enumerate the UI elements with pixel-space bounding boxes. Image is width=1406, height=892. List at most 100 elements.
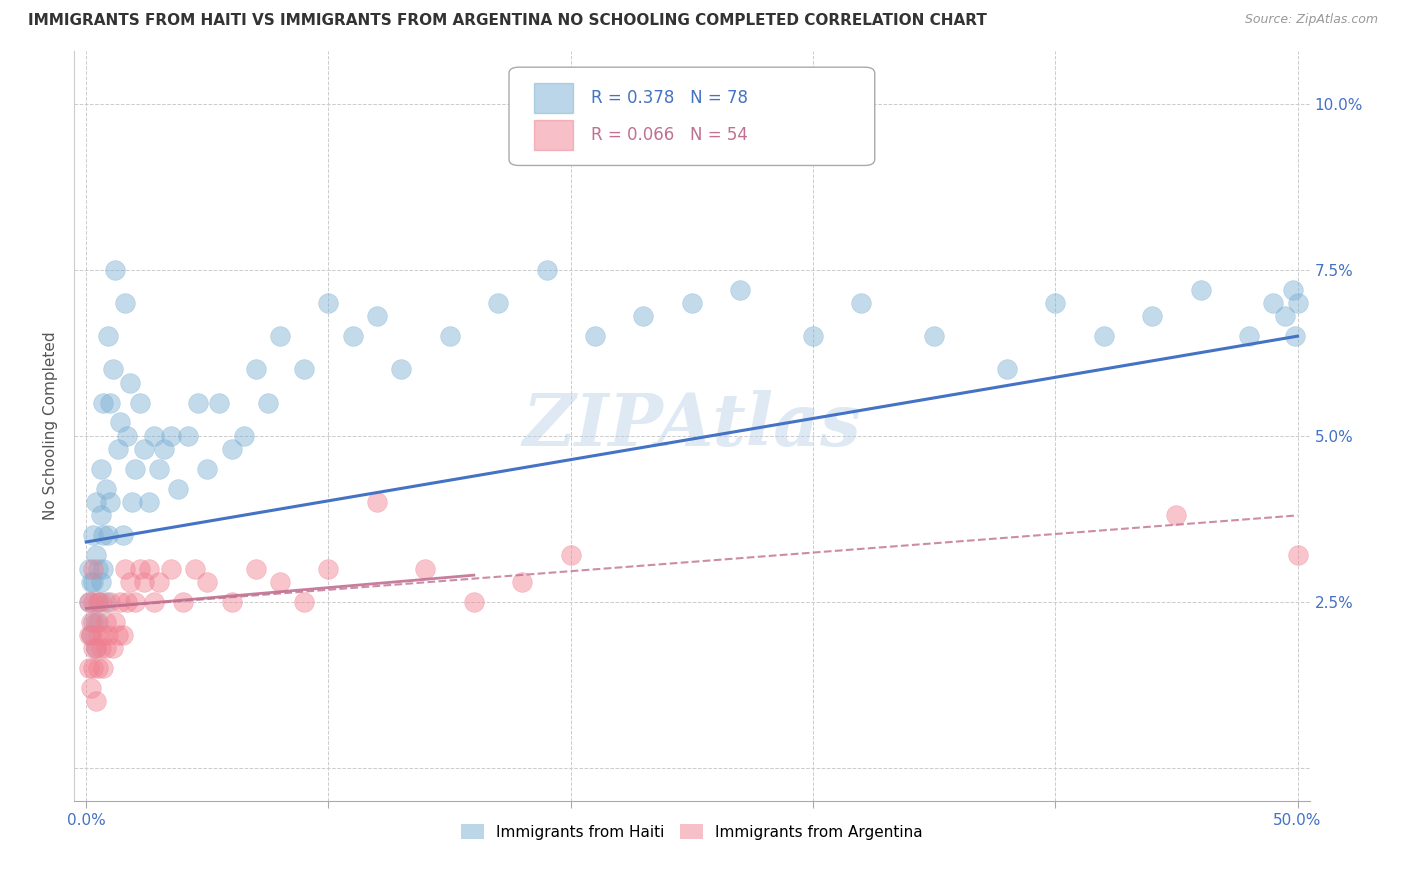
- Point: [82, 561, 104, 575]
- Text: R = 0.066   N = 54: R = 0.066 N = 54: [591, 127, 748, 145]
- Point: [90, 595, 112, 609]
- Point: [415, 561, 437, 575]
- Point: [232, 428, 254, 442]
- Point: [82, 661, 104, 675]
- Point: [1281, 283, 1303, 297]
- Point: [463, 595, 485, 609]
- Point: [90, 462, 112, 476]
- Point: [486, 296, 509, 310]
- Point: [1274, 310, 1296, 324]
- Point: [1284, 329, 1306, 343]
- Point: [366, 495, 388, 509]
- Point: [100, 495, 122, 509]
- Point: [134, 574, 156, 589]
- Point: [851, 296, 873, 310]
- Point: [91, 528, 114, 542]
- Point: [221, 595, 243, 609]
- Point: [82, 574, 104, 589]
- Point: [118, 376, 141, 390]
- Point: [160, 561, 183, 575]
- Point: [101, 362, 124, 376]
- Point: [1189, 283, 1212, 297]
- Point: [100, 595, 122, 609]
- Point: [84, 641, 107, 656]
- Point: [184, 561, 207, 575]
- Point: [114, 561, 136, 575]
- Point: [995, 362, 1018, 376]
- Point: [80, 628, 103, 642]
- Point: [167, 482, 190, 496]
- Point: [1286, 548, 1309, 562]
- Point: [510, 574, 533, 589]
- Bar: [534, 83, 574, 113]
- Point: [118, 574, 141, 589]
- Point: [536, 262, 558, 277]
- Point: [101, 641, 124, 656]
- Point: [91, 395, 114, 409]
- Point: [257, 395, 280, 409]
- Point: [195, 462, 218, 476]
- Point: [97, 628, 120, 642]
- Point: [77, 561, 100, 575]
- Point: [148, 462, 170, 476]
- Point: [82, 528, 104, 542]
- Point: [77, 661, 100, 675]
- Point: [124, 462, 146, 476]
- Text: R = 0.378   N = 78: R = 0.378 N = 78: [591, 89, 748, 107]
- Point: [80, 615, 103, 629]
- Point: [801, 329, 824, 343]
- Point: [90, 508, 112, 523]
- Point: [1286, 296, 1309, 310]
- Point: [187, 395, 209, 409]
- Point: [269, 329, 291, 343]
- Point: [633, 310, 655, 324]
- FancyBboxPatch shape: [509, 67, 875, 165]
- Point: [84, 615, 107, 629]
- Point: [221, 442, 243, 456]
- Point: [292, 595, 315, 609]
- Y-axis label: No Schooling Completed: No Schooling Completed: [44, 332, 58, 520]
- Point: [208, 395, 231, 409]
- Point: [104, 615, 127, 629]
- Point: [124, 595, 146, 609]
- Point: [1263, 296, 1285, 310]
- Point: [87, 595, 110, 609]
- Point: [681, 296, 703, 310]
- Point: [245, 561, 267, 575]
- Point: [82, 641, 104, 656]
- Point: [77, 595, 100, 609]
- Point: [80, 574, 103, 589]
- Point: [104, 262, 127, 277]
- Point: [1092, 329, 1115, 343]
- Point: [117, 595, 139, 609]
- Point: [292, 362, 315, 376]
- Point: [121, 495, 143, 509]
- Point: [160, 428, 183, 442]
- Point: [77, 595, 100, 609]
- Point: [84, 495, 107, 509]
- Point: [94, 615, 117, 629]
- Point: [560, 548, 582, 562]
- Point: [143, 595, 166, 609]
- Point: [172, 595, 194, 609]
- Point: [134, 442, 156, 456]
- Point: [730, 283, 752, 297]
- Point: [94, 641, 117, 656]
- Point: [269, 574, 291, 589]
- Point: [82, 615, 104, 629]
- Point: [1045, 296, 1067, 310]
- Text: Source: ZipAtlas.com: Source: ZipAtlas.com: [1244, 13, 1378, 27]
- Point: [84, 641, 107, 656]
- Point: [87, 628, 110, 642]
- Point: [148, 574, 170, 589]
- Point: [87, 615, 110, 629]
- Point: [87, 561, 110, 575]
- Point: [97, 329, 120, 343]
- Point: [80, 681, 103, 695]
- Point: [318, 296, 340, 310]
- Point: [1140, 310, 1163, 324]
- Point: [108, 595, 131, 609]
- Point: [90, 574, 112, 589]
- Point: [108, 416, 131, 430]
- Point: [245, 362, 267, 376]
